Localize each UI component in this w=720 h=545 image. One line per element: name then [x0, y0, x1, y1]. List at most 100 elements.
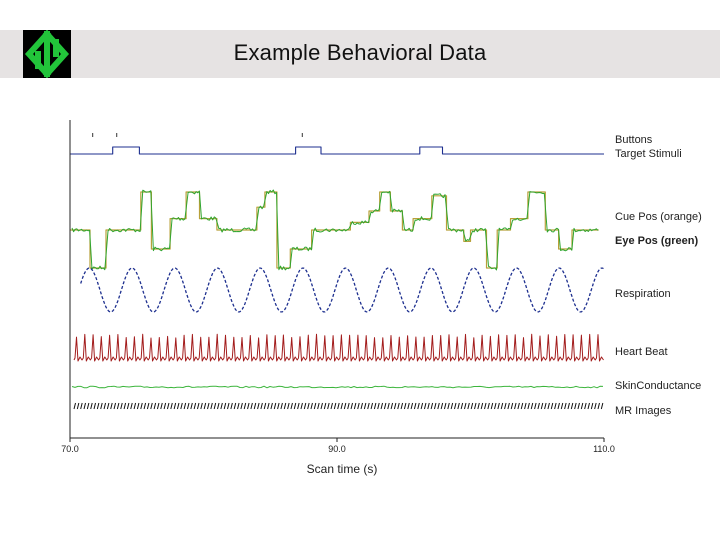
mr-image-tick-134	[520, 402, 524, 410]
mr-image-tick-93	[383, 402, 387, 410]
mr-image-tick-71	[310, 402, 313, 410]
mr-image-tick-142	[547, 402, 550, 410]
mr-image-tick-30	[173, 402, 177, 410]
legend-label-heart-beat: Heart Beat	[615, 346, 668, 358]
mr-image-tick-57	[263, 402, 267, 410]
mr-image-tick-7	[96, 402, 100, 410]
mr-image-tick-108	[433, 402, 437, 410]
mr-image-tick-143	[550, 402, 554, 410]
mr-image-tick-79	[337, 402, 340, 410]
mr-image-tick-150	[574, 402, 577, 410]
mr-image-tick-149	[570, 402, 574, 410]
mr-image-tick-95	[390, 402, 394, 410]
mr-image-tick-114	[453, 402, 457, 410]
mr-image-tick-147	[564, 402, 567, 410]
mr-image-tick-82	[347, 402, 350, 410]
legend-label-buttons: Buttons	[615, 134, 653, 146]
mr-image-tick-18	[133, 402, 137, 410]
mr-image-tick-148	[567, 402, 570, 410]
mr-image-tick-42	[213, 402, 217, 410]
mr-image-tick-111	[443, 402, 447, 410]
mr-image-tick-60	[273, 402, 277, 410]
mr-image-tick-156	[594, 402, 597, 410]
mr-image-tick-32	[180, 402, 183, 410]
mr-image-tick-158	[600, 402, 604, 410]
mr-image-tick-136	[527, 402, 530, 410]
mr-image-tick-12	[113, 402, 117, 410]
mr-image-tick-41	[210, 402, 213, 410]
mr-image-tick-76	[327, 402, 330, 410]
mr-image-tick-72	[313, 402, 317, 410]
mr-image-tick-48	[233, 402, 237, 410]
legend-label-eye-pos-green-: Eye Pos (green)	[615, 235, 698, 247]
mr-image-tick-19	[136, 402, 140, 410]
mr-image-tick-23	[150, 402, 153, 410]
logo-mark	[24, 30, 70, 78]
mr-image-tick-8	[100, 402, 103, 410]
mr-image-tick-103	[417, 402, 420, 410]
mr-image-tick-81	[343, 402, 347, 410]
mr-image-tick-74	[320, 402, 323, 410]
mr-image-tick-98	[400, 402, 404, 410]
title-bar	[0, 30, 720, 78]
mr-image-tick-153	[584, 402, 587, 410]
mr-image-tick-113	[450, 402, 454, 410]
x-tick-label-1: 90.0	[328, 444, 346, 454]
mr-image-tick-151	[577, 402, 580, 410]
legend-labels-layer: Buttons Target Stimuli Cue Pos (orange) Eye…	[615, 134, 702, 417]
mr-image-tick-101	[410, 402, 414, 410]
mr-images-ticks	[73, 402, 604, 410]
mr-image-tick-6	[93, 402, 97, 410]
mr-image-tick-78	[333, 402, 337, 410]
mr-image-tick-16	[126, 402, 130, 410]
slide-title: Example Behavioral Data	[233, 40, 487, 65]
mr-image-tick-31	[176, 402, 180, 410]
mr-image-tick-102	[413, 402, 417, 410]
mr-image-tick-56	[260, 402, 263, 410]
mr-image-tick-87	[363, 402, 367, 410]
mr-image-tick-99	[403, 402, 407, 410]
mr-image-tick-53	[250, 402, 253, 410]
skin-conductance-line	[71, 385, 604, 389]
mr-image-tick-49	[237, 402, 240, 410]
mr-image-tick-26	[160, 402, 163, 410]
mr-image-tick-29	[170, 402, 173, 410]
respiration-line	[80, 267, 605, 313]
mr-image-tick-45	[223, 402, 227, 410]
mr-image-tick-66	[293, 402, 297, 410]
traces-layer	[70, 133, 605, 410]
legend-label-target-stimuli: Target Stimuli	[615, 148, 682, 160]
mr-image-tick-25	[156, 402, 160, 410]
mr-image-tick-37	[197, 402, 200, 410]
mr-image-tick-97	[397, 402, 400, 410]
mr-image-tick-9	[103, 402, 107, 410]
x-tick-label-2: 110.0	[593, 444, 615, 454]
mr-image-tick-125	[490, 402, 494, 410]
mr-image-tick-70	[307, 402, 310, 410]
eye-position-line	[71, 189, 599, 271]
mr-image-tick-84	[353, 402, 357, 410]
mr-image-tick-154	[587, 402, 590, 410]
mr-image-tick-137	[530, 402, 534, 410]
mr-image-tick-63	[283, 402, 287, 410]
mr-image-tick-64	[287, 402, 290, 410]
maze-logo-icon	[23, 30, 71, 78]
mr-image-tick-116	[460, 402, 464, 410]
mr-image-tick-138	[534, 402, 537, 410]
mr-image-tick-58	[267, 402, 270, 410]
mr-image-tick-47	[230, 402, 233, 410]
mr-image-tick-11	[110, 402, 113, 410]
legend-label-mr-images: MR Images	[615, 405, 672, 417]
mr-image-tick-110	[440, 402, 444, 410]
mr-image-tick-90	[373, 402, 377, 410]
mr-image-tick-94	[387, 402, 390, 410]
mr-image-tick-145	[557, 402, 560, 410]
mr-image-tick-124	[487, 402, 490, 410]
mr-image-tick-0	[73, 402, 76, 410]
mr-image-tick-132	[514, 402, 517, 410]
mr-image-tick-28	[166, 402, 170, 410]
mr-image-tick-10	[106, 402, 110, 410]
mr-image-tick-24	[153, 402, 157, 410]
